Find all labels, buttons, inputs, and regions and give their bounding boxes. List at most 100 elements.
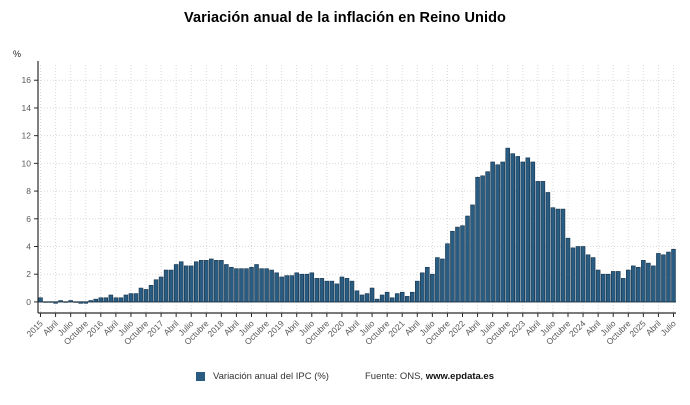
bar (244, 268, 249, 303)
bar (394, 293, 400, 303)
y-tick-label: 14 (22, 103, 32, 113)
y-tick-label: 0 (26, 297, 31, 307)
bar (626, 269, 631, 303)
bar (485, 171, 490, 303)
bar (269, 269, 274, 303)
bar (214, 260, 219, 303)
bar (545, 192, 551, 303)
bar (48, 301, 53, 303)
bar (605, 273, 611, 303)
bar (304, 273, 310, 303)
bar (158, 276, 164, 303)
bar (118, 297, 124, 303)
bar (631, 265, 636, 303)
bar (224, 264, 229, 303)
bar (666, 251, 671, 303)
chart-legend: Variación anual del IPC (%) Fuente: ONS,… (0, 371, 690, 382)
bar (445, 243, 450, 303)
bar (369, 287, 375, 303)
bar (415, 280, 420, 303)
bar (480, 175, 485, 303)
source-link[interactable]: www.epdata.es (425, 371, 494, 382)
bar (440, 258, 445, 303)
bar (108, 294, 114, 303)
bar (560, 208, 566, 303)
y-axis-unit-label: % (13, 49, 21, 59)
bar (636, 266, 641, 303)
bar (229, 266, 234, 303)
bar (153, 279, 159, 303)
bar (38, 297, 43, 303)
bar (219, 260, 224, 303)
bar (374, 298, 380, 303)
bar (550, 207, 556, 303)
bar (63, 301, 68, 303)
bar (520, 161, 526, 303)
bar (289, 275, 294, 303)
bar (420, 272, 425, 303)
bar (98, 297, 104, 303)
bar (319, 278, 325, 303)
bar (43, 301, 48, 303)
bar (163, 269, 169, 303)
legend-series-label: Variación anual del IPC (%) (212, 371, 329, 382)
bar (465, 215, 470, 303)
bar (530, 161, 536, 303)
bar (339, 276, 345, 303)
bar (68, 300, 73, 303)
bar (595, 269, 601, 303)
bar (183, 265, 189, 303)
bar (399, 291, 405, 303)
bar (661, 254, 666, 303)
x-tick-label: Julio (658, 318, 678, 338)
bar (565, 237, 571, 303)
source-prefix: Fuente: ONS, (364, 371, 426, 382)
bar (314, 278, 320, 303)
bar (58, 300, 63, 303)
bar (615, 271, 621, 303)
bar (284, 275, 289, 303)
bar (274, 272, 279, 303)
bar (199, 260, 204, 303)
bar (455, 226, 460, 303)
bar (379, 294, 385, 303)
bar (123, 294, 129, 303)
bar (671, 248, 676, 303)
bar (641, 260, 646, 303)
bar (128, 293, 134, 303)
bar (495, 164, 500, 303)
bar (93, 298, 99, 303)
bar (535, 181, 541, 303)
bar (410, 291, 415, 303)
bar (384, 291, 390, 303)
bar (580, 246, 586, 303)
y-tick-label: 10 (22, 158, 32, 168)
bar (209, 258, 214, 303)
bar (279, 276, 284, 303)
bar (168, 269, 174, 303)
bar (475, 176, 480, 303)
bar (83, 301, 88, 304)
bar (490, 161, 495, 303)
bar (239, 268, 244, 303)
bar (299, 273, 304, 303)
bar (334, 283, 340, 303)
bar (103, 297, 109, 303)
bar (525, 157, 531, 303)
y-tick-label: 6 (26, 214, 31, 224)
bar (204, 260, 209, 303)
bar (349, 280, 355, 303)
bar (450, 230, 455, 303)
bar (389, 297, 395, 303)
source-text: Fuente: ONS, www.epdata.es (365, 371, 494, 382)
bar (259, 268, 264, 303)
bar (254, 264, 259, 303)
bar (173, 264, 179, 303)
y-tick-label: 2 (26, 269, 31, 279)
bar (133, 293, 139, 303)
bar (515, 156, 521, 303)
bar (324, 280, 330, 303)
bar (540, 181, 546, 303)
bar (178, 261, 184, 303)
